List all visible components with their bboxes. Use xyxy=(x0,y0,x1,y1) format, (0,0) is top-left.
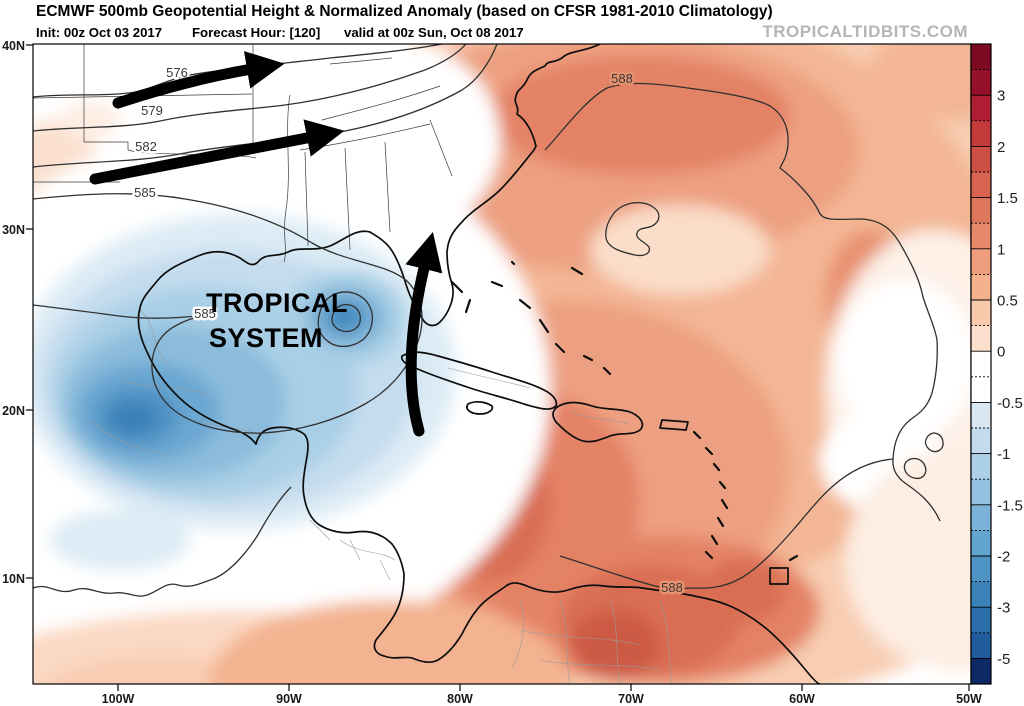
tropicaltidbits-watermark: TROPICALTIDBITS.COM xyxy=(762,22,968,42)
colorbar-cell xyxy=(971,44,991,70)
lat-label-40n: 40N xyxy=(2,39,25,53)
colorbar-cell xyxy=(971,377,991,403)
colorbar-cell xyxy=(971,300,991,326)
init-time-label: Init: 00z Oct 03 2017 xyxy=(36,25,162,40)
colorbar-cell xyxy=(971,582,991,608)
colorbar-tick-label: -0.5 xyxy=(997,395,1023,412)
colorbar-cell xyxy=(971,121,991,147)
contour-label-588-north: 588 xyxy=(611,71,633,86)
contour-label-585-north: 585 xyxy=(134,185,156,200)
colorbar-tick-label: -1 xyxy=(997,446,1010,463)
colorbar-cell xyxy=(971,633,991,659)
lon-label-70w: 70W xyxy=(618,692,644,706)
colorbar-cell xyxy=(971,505,991,531)
colorbar-cell xyxy=(971,249,991,275)
colorbar-cell xyxy=(971,146,991,172)
colorbar-tick-label: 1.5 xyxy=(997,190,1018,207)
colorbar-cell xyxy=(971,402,991,428)
colorbar-tick-label: -3 xyxy=(997,600,1010,617)
map-canvas: 576 579 582 585 585 588 588 TROPICAL SYS… xyxy=(0,0,1024,706)
colorbar-cell xyxy=(971,530,991,556)
colorbar-cell xyxy=(971,326,991,352)
contour-label-582: 582 xyxy=(135,139,157,154)
latitude-axis: 40N 30N 20N 10N xyxy=(2,39,33,586)
colorbar-labels: 3 2 1.5 1 0.5 0 -0.5 -1 -1.5 -2 -3 -5 xyxy=(997,88,1023,668)
colorbar-cell xyxy=(971,172,991,198)
colorbar-tick-label: 2 xyxy=(997,139,1005,156)
colorbar-cell xyxy=(971,658,991,684)
lat-label-30n: 30N xyxy=(2,223,25,237)
contour-label-588-south: 588 xyxy=(661,580,683,595)
colorbar-tick-label: -5 xyxy=(997,651,1010,668)
colorbar-tick-label: 0.5 xyxy=(997,293,1018,310)
lon-label-50w: 50W xyxy=(956,692,982,706)
colorbar-tick-label: -1.5 xyxy=(997,497,1023,514)
annotation-line2: SYSTEM xyxy=(209,323,323,353)
colorbar xyxy=(971,44,991,685)
lat-label-10n: 10N xyxy=(2,572,25,586)
colorbar-tick-label: 3 xyxy=(997,88,1005,105)
valid-time-label: valid at 00z Sun, Oct 08 2017 xyxy=(344,25,524,40)
colorbar-cell xyxy=(971,223,991,249)
lat-label-20n: 20N xyxy=(2,404,25,418)
colorbar-tick-label: 1 xyxy=(997,241,1005,258)
colorbar-cell xyxy=(971,351,991,377)
colorbar-cell xyxy=(971,428,991,454)
colorbar-cell xyxy=(971,454,991,480)
lon-label-90w: 90W xyxy=(276,692,302,706)
colorbar-tick-label: -2 xyxy=(997,549,1010,566)
colorbar-cell xyxy=(971,556,991,582)
map-title: ECMWF 500mb Geopotential Height & Normal… xyxy=(36,3,773,21)
weather-map-figure: 576 579 582 585 585 588 588 TROPICAL SYS… xyxy=(0,0,1024,706)
colorbar-cell xyxy=(971,70,991,96)
contour-label-579: 579 xyxy=(141,103,163,118)
colorbar-tick-label: 0 xyxy=(997,344,1005,361)
colorbar-cell xyxy=(971,607,991,633)
colorbar-cell xyxy=(971,479,991,505)
longitude-axis: 100W 90W 80W 70W 60W 50W xyxy=(102,684,982,706)
colorbar-cell xyxy=(971,198,991,224)
lon-label-80w: 80W xyxy=(447,692,473,706)
lon-label-100w: 100W xyxy=(102,692,135,706)
annotation-line1: TROPICAL xyxy=(206,288,348,318)
lon-label-60w: 60W xyxy=(789,692,815,706)
colorbar-cell xyxy=(971,274,991,300)
forecast-hour-label: Forecast Hour: [120] xyxy=(192,25,320,40)
colorbar-cell xyxy=(971,95,991,121)
